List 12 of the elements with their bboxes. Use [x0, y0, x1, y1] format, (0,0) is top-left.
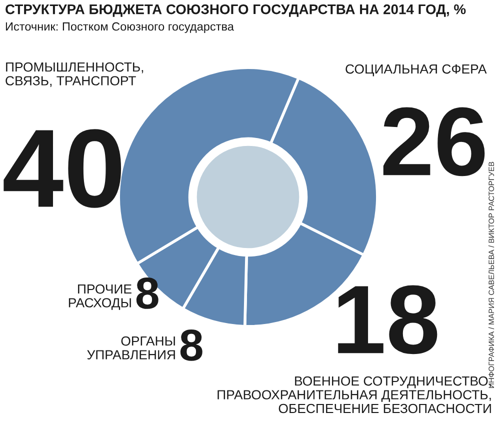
slice-label: ОРГАНЫ УПРАВЛЕНИЯ — [87, 336, 175, 360]
data-label: 18 — [338, 285, 438, 354]
slice-label: СОЦИАЛЬНАЯ СФЕРА — [346, 64, 487, 76]
slice-label: ПРОЧИЕ РАСХОДЫ — [68, 284, 132, 310]
chart-subtitle: Источник: Постком Союзного государства — [6, 22, 234, 34]
slice-label: ПРОМЫШЛЕННОСТЬ, СВЯЗЬ, ТРАНСПОРТ — [6, 62, 144, 87]
data-label: 26 — [383, 107, 485, 176]
slice-label: ВОЕННОЕ СОТРУДНИЧЕСТВО, ПРАВООХРАНИТЕЛЬНАЯ ДЕЯТЕЛЬНОСТЬ, ОБЕСПЕЧЕНИЕ БЕЗОПАСНОСТИ — [218, 376, 491, 414]
data-label: 8 — [180, 329, 202, 361]
chart-title: СТРУКТУРА БЮДЖЕТА СОЮЗНОГО ГОСУДАРСТВА НА 2014 ГОД, % — [6, 4, 466, 17]
data-label: 40 — [4, 129, 122, 208]
data-label: 8 — [136, 277, 158, 309]
